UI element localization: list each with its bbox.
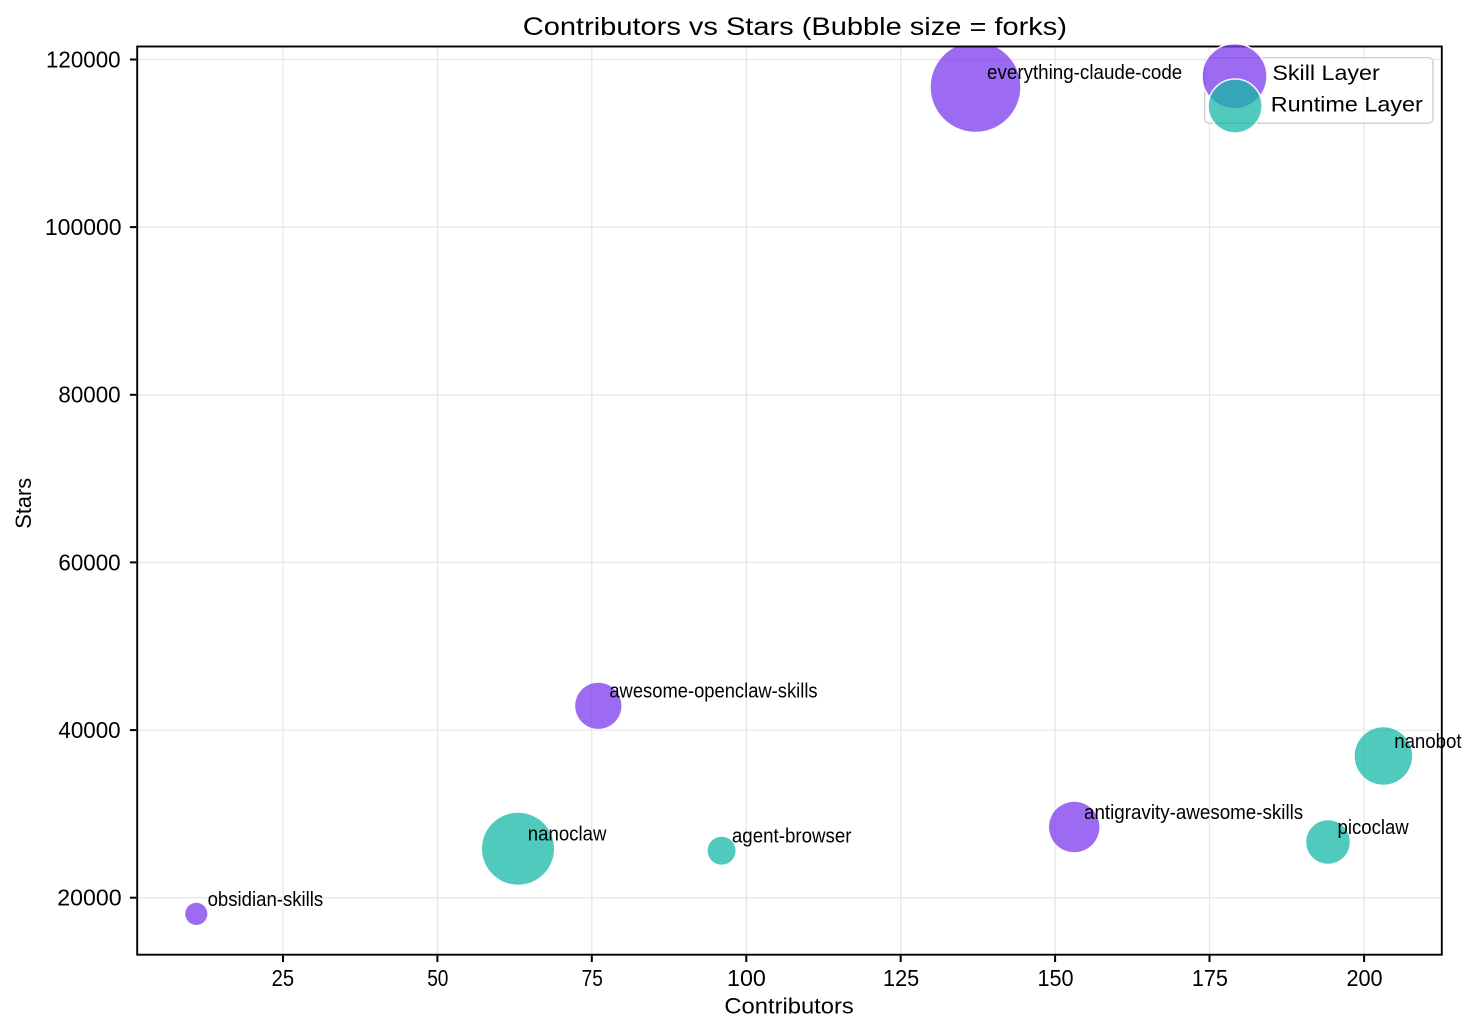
svg-text:obsidian-skills: obsidian-skills bbox=[208, 889, 324, 911]
svg-text:picoclaw: picoclaw bbox=[1338, 817, 1409, 839]
svg-text:Contributors vs Stars (Bubble: Contributors vs Stars (Bubble size = for… bbox=[523, 13, 1067, 41]
svg-text:nanobot: nanobot bbox=[1394, 731, 1462, 753]
svg-text:antigravity-awesome-skills: antigravity-awesome-skills bbox=[1084, 802, 1303, 824]
svg-text:100000: 100000 bbox=[45, 214, 122, 240]
svg-text:40000: 40000 bbox=[58, 717, 120, 743]
svg-text:Runtime Layer: Runtime Layer bbox=[1271, 93, 1423, 117]
svg-text:150: 150 bbox=[1037, 965, 1073, 991]
svg-text:200: 200 bbox=[1346, 965, 1382, 991]
svg-text:125: 125 bbox=[883, 965, 919, 991]
svg-text:175: 175 bbox=[1192, 965, 1228, 991]
svg-text:Skill Layer: Skill Layer bbox=[1272, 61, 1379, 85]
svg-text:25: 25 bbox=[272, 965, 294, 991]
svg-text:everything-claude-code: everything-claude-code bbox=[987, 62, 1182, 84]
svg-text:100: 100 bbox=[727, 965, 766, 991]
svg-text:awesome-openclaw-skills: awesome-openclaw-skills bbox=[609, 681, 817, 703]
svg-text:50: 50 bbox=[427, 965, 448, 991]
svg-text:nanoclaw: nanoclaw bbox=[528, 824, 607, 846]
svg-text:Stars: Stars bbox=[11, 478, 36, 529]
svg-text:120000: 120000 bbox=[46, 46, 121, 72]
svg-text:agent-browser: agent-browser bbox=[732, 826, 852, 848]
svg-text:75: 75 bbox=[582, 965, 603, 991]
svg-text:Contributors: Contributors bbox=[724, 993, 854, 1018]
svg-text:80000: 80000 bbox=[58, 382, 120, 408]
svg-text:20000: 20000 bbox=[57, 885, 121, 911]
svg-text:60000: 60000 bbox=[58, 549, 120, 575]
